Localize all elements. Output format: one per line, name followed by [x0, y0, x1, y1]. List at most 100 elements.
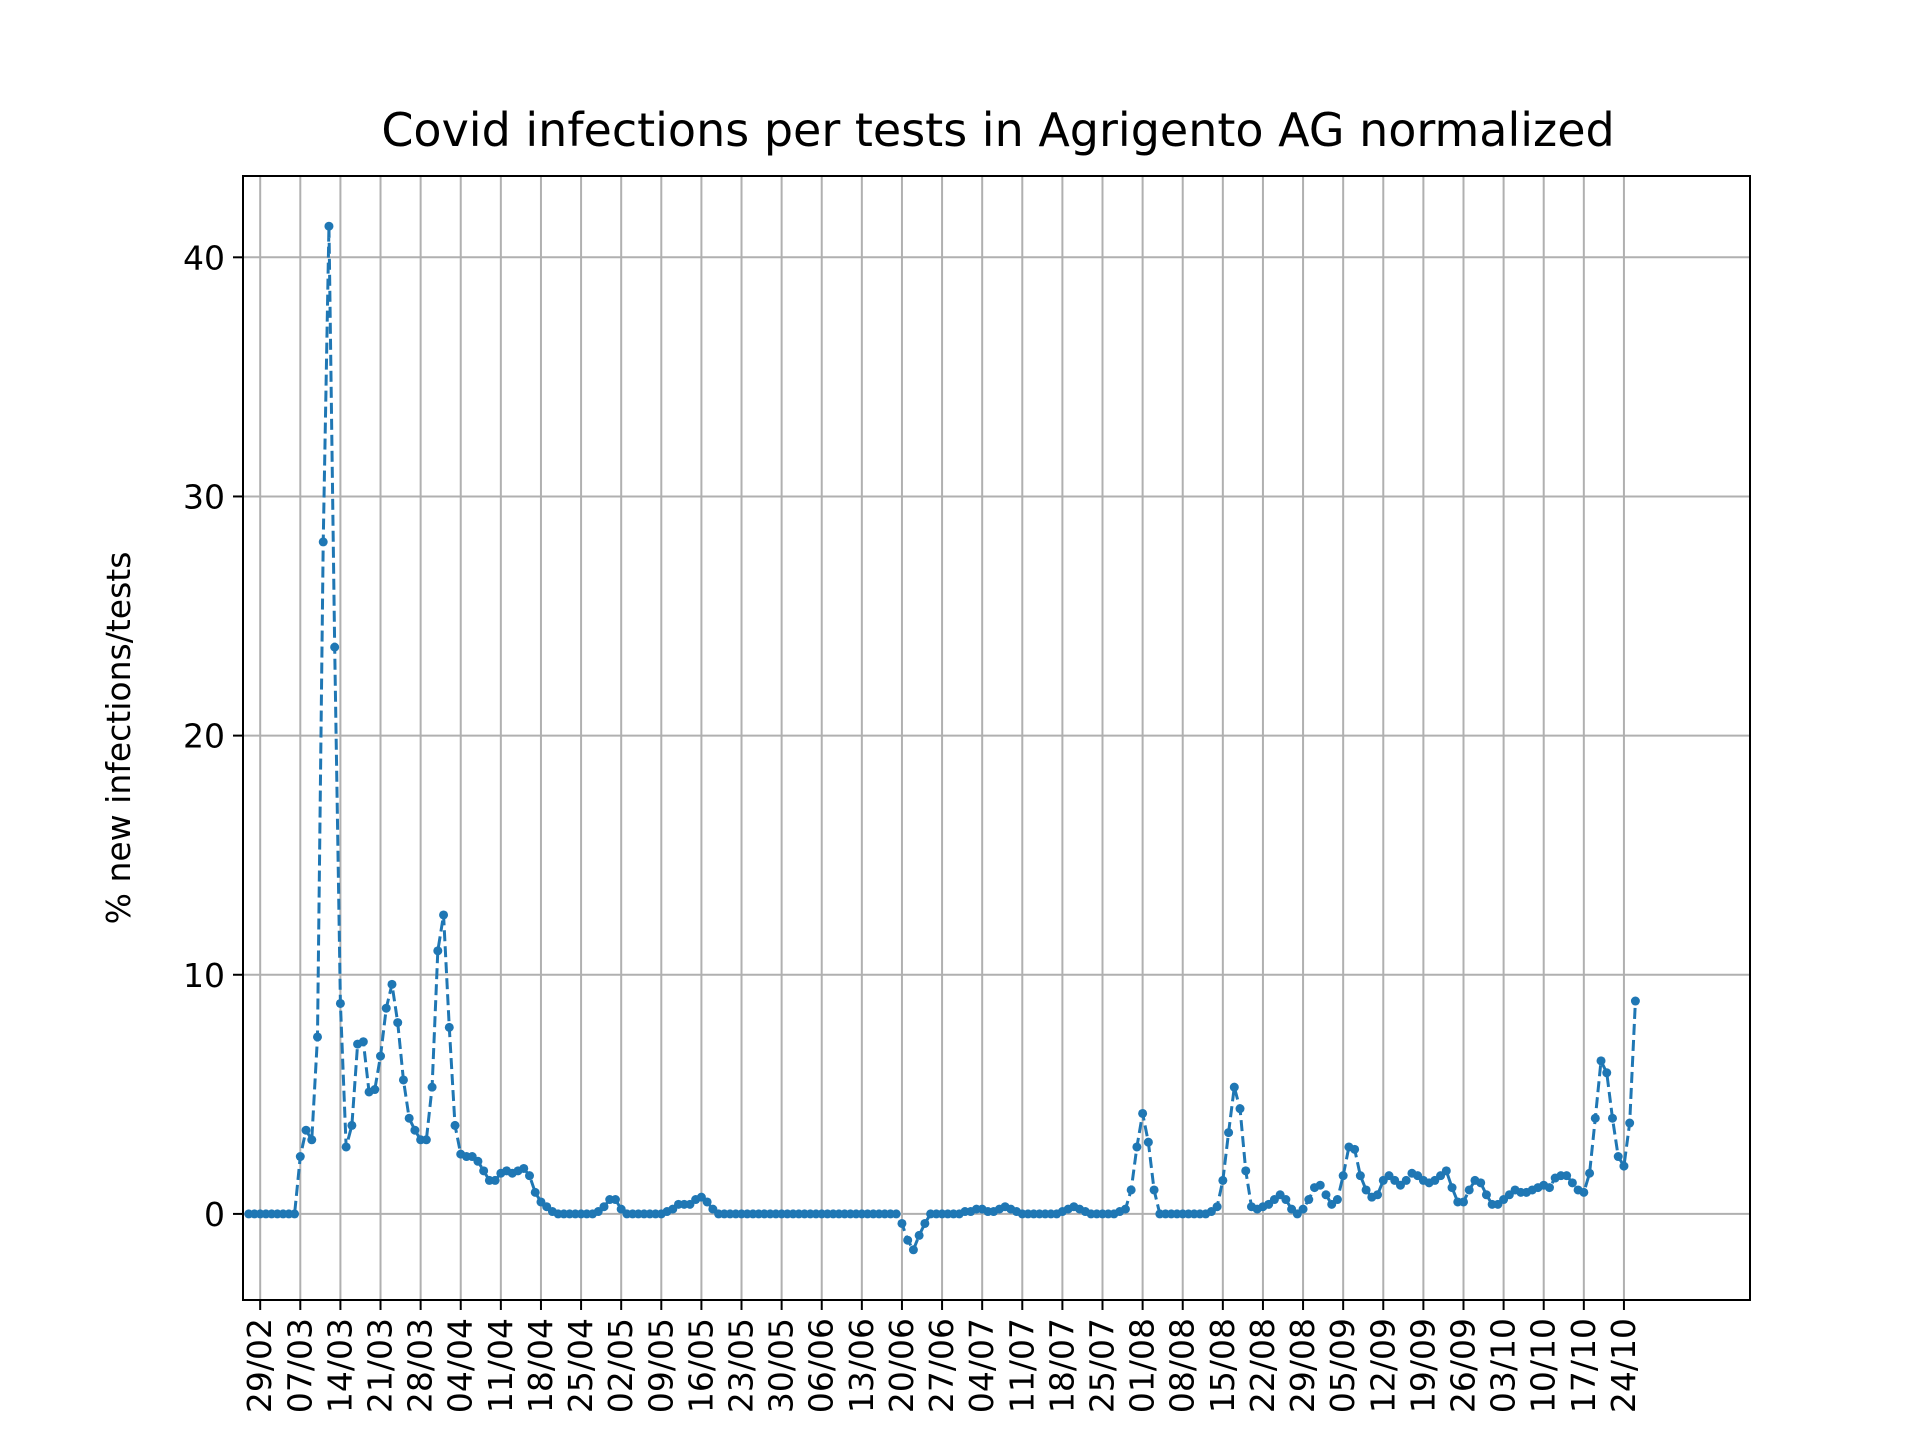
data-point [1441, 1166, 1451, 1176]
data-point [1218, 1175, 1228, 1185]
data-point [404, 1113, 414, 1123]
x-tick-label: 25/07 [1083, 1318, 1122, 1413]
data-point [1212, 1202, 1222, 1212]
x-tick-label: 22/08 [1243, 1318, 1282, 1413]
x-tick-label: 16/05 [681, 1318, 720, 1413]
y-tick-label: 20 [183, 717, 225, 756]
x-tick-label: 08/08 [1163, 1318, 1202, 1413]
x-tick-label: 27/06 [922, 1318, 961, 1413]
x-tick-label: 17/10 [1564, 1318, 1603, 1413]
x-tick-label: 01/08 [1123, 1318, 1162, 1413]
data-point [1355, 1171, 1365, 1181]
y-tick-label: 10 [183, 956, 225, 995]
data-point [301, 1125, 311, 1135]
data-point [1224, 1128, 1234, 1138]
x-tick-label: 26/09 [1443, 1318, 1482, 1413]
x-tick-label: 04/07 [962, 1318, 1001, 1413]
data-point [330, 642, 340, 652]
data-point [519, 1163, 529, 1173]
y-tick-label: 0 [204, 1195, 225, 1234]
data-point [1304, 1195, 1314, 1205]
x-tick-label: 13/06 [842, 1318, 881, 1413]
x-tick-label: 19/09 [1403, 1318, 1442, 1413]
data-point [398, 1075, 408, 1085]
data-point [1579, 1187, 1589, 1197]
x-tick-label: 02/05 [601, 1318, 640, 1413]
data-point [908, 1245, 918, 1255]
data-point [525, 1171, 534, 1181]
data-point [387, 979, 397, 989]
data-point [393, 1018, 403, 1028]
data-point [920, 1218, 930, 1228]
data-point [1332, 1195, 1342, 1205]
x-tick-label: 29/02 [240, 1318, 279, 1413]
data-point [1143, 1137, 1153, 1147]
y-tick-label: 40 [183, 238, 225, 277]
x-tick-label: 10/10 [1524, 1318, 1563, 1413]
data-point [318, 537, 328, 547]
x-tick-label: 05/09 [1323, 1318, 1362, 1413]
data-point [903, 1235, 913, 1245]
x-tick-label: 07/03 [280, 1318, 319, 1413]
data-point [1126, 1185, 1136, 1195]
data-point [307, 1135, 317, 1145]
data-point [1401, 1175, 1411, 1185]
series-layer [244, 221, 1640, 1255]
data-point [702, 1197, 712, 1207]
data-point [1447, 1183, 1457, 1193]
data-point [1132, 1142, 1142, 1152]
data-point [439, 910, 449, 920]
data-point [433, 946, 443, 956]
data-point [1298, 1204, 1308, 1214]
grid-layer [243, 176, 1750, 1300]
data-point [295, 1152, 305, 1162]
data-point [1625, 1118, 1635, 1128]
data-point [473, 1156, 483, 1166]
data-point [1241, 1166, 1251, 1176]
data-point [341, 1142, 351, 1152]
x-tick-label: 29/08 [1283, 1318, 1322, 1413]
data-point [1585, 1168, 1595, 1178]
x-tick-label: 21/03 [361, 1318, 400, 1413]
data-point [1602, 1068, 1612, 1078]
x-tick-label: 04/04 [441, 1318, 480, 1413]
data-point [1590, 1113, 1600, 1123]
x-tick-label: 15/08 [1203, 1318, 1242, 1413]
data-point [444, 1022, 454, 1032]
data-point [347, 1120, 357, 1130]
data-point [1229, 1082, 1239, 1092]
data-point [1562, 1171, 1572, 1181]
data-point [1338, 1171, 1348, 1181]
data-point [312, 1032, 322, 1042]
data-point [1596, 1056, 1606, 1066]
data-point [1138, 1108, 1148, 1118]
y-tick-label: 30 [183, 477, 225, 516]
data-point [1630, 996, 1640, 1006]
x-tick-label: 14/03 [320, 1318, 359, 1413]
data-point [490, 1175, 500, 1185]
plot-frame [242, 175, 1751, 1301]
x-tick-label: 09/05 [641, 1318, 680, 1413]
axis-layer: 0 10 20 30 40 29/02 07/03 14/03 21/03 28/03 04/04 1… [183, 238, 1643, 1413]
x-tick-label: 18/04 [521, 1318, 560, 1413]
x-tick-label: 03/10 [1484, 1318, 1523, 1413]
data-point [1315, 1180, 1325, 1190]
x-tick-label: 20/06 [882, 1318, 921, 1413]
data-point [1350, 1144, 1360, 1154]
data-point [421, 1135, 431, 1145]
data-point [335, 998, 345, 1008]
x-tick-label: 25/04 [561, 1318, 600, 1413]
data-point [479, 1166, 489, 1176]
y-axis-label: % new infections/tests [99, 552, 138, 925]
x-tick-label: 28/03 [401, 1318, 440, 1413]
data-point [1481, 1190, 1491, 1200]
x-tick-label: 11/07 [1002, 1318, 1041, 1413]
data-point [290, 1209, 300, 1219]
x-tick-label: 24/10 [1604, 1318, 1643, 1413]
x-tick-label: 30/05 [762, 1318, 801, 1413]
data-point [891, 1209, 901, 1219]
data-point [1544, 1183, 1554, 1193]
data-point [1619, 1161, 1629, 1171]
data-point [1120, 1204, 1130, 1214]
